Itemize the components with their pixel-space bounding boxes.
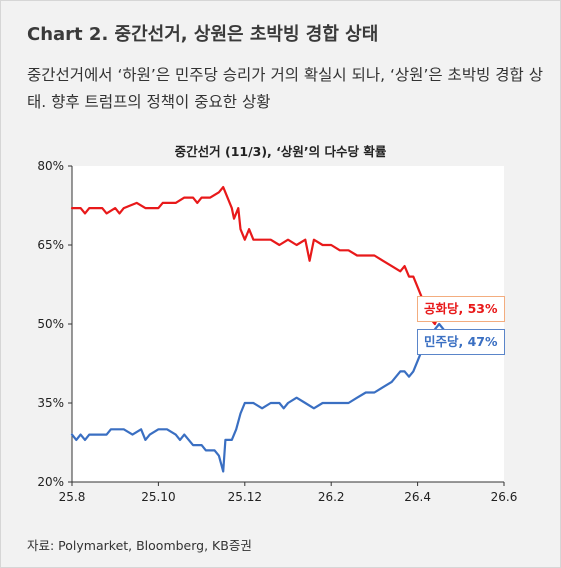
x-tick-label: 26.4 <box>404 490 431 504</box>
x-tick-label: 26.6 <box>491 490 518 504</box>
y-tick-label: 80% <box>37 159 64 173</box>
x-tick-label: 26.2 <box>318 490 345 504</box>
x-tick-label: 25.10 <box>141 490 175 504</box>
x-tick-label: 25.8 <box>59 490 86 504</box>
republican-series-line <box>70 186 449 326</box>
y-tick-label: 35% <box>37 396 64 410</box>
plot-area <box>72 166 504 482</box>
y-tick-label: 65% <box>37 238 64 252</box>
page-title: Chart 2. 중간선거, 상원은 초박빙 경합 상태 <box>27 24 379 45</box>
y-tick-label: 20% <box>37 475 64 489</box>
democrat-series-line <box>70 322 449 473</box>
x-tick-label: 25.12 <box>228 490 262 504</box>
source-note: 자료: Polymarket, Bloomberg, KB증권 <box>27 538 252 553</box>
y-tick-label: 50% <box>37 317 64 331</box>
republican-callout: 공화당, 53% <box>417 296 505 322</box>
democrat-callout: 민주당, 47% <box>417 329 505 355</box>
chart-description: 중간선거에서 ‘하원’은 민주당 승리가 거의 확실시 되나, ‘상원’은 초박… <box>27 66 543 111</box>
chart-title: 중간선거 (11/3), ‘상원’의 다수당 확률 <box>174 144 387 159</box>
